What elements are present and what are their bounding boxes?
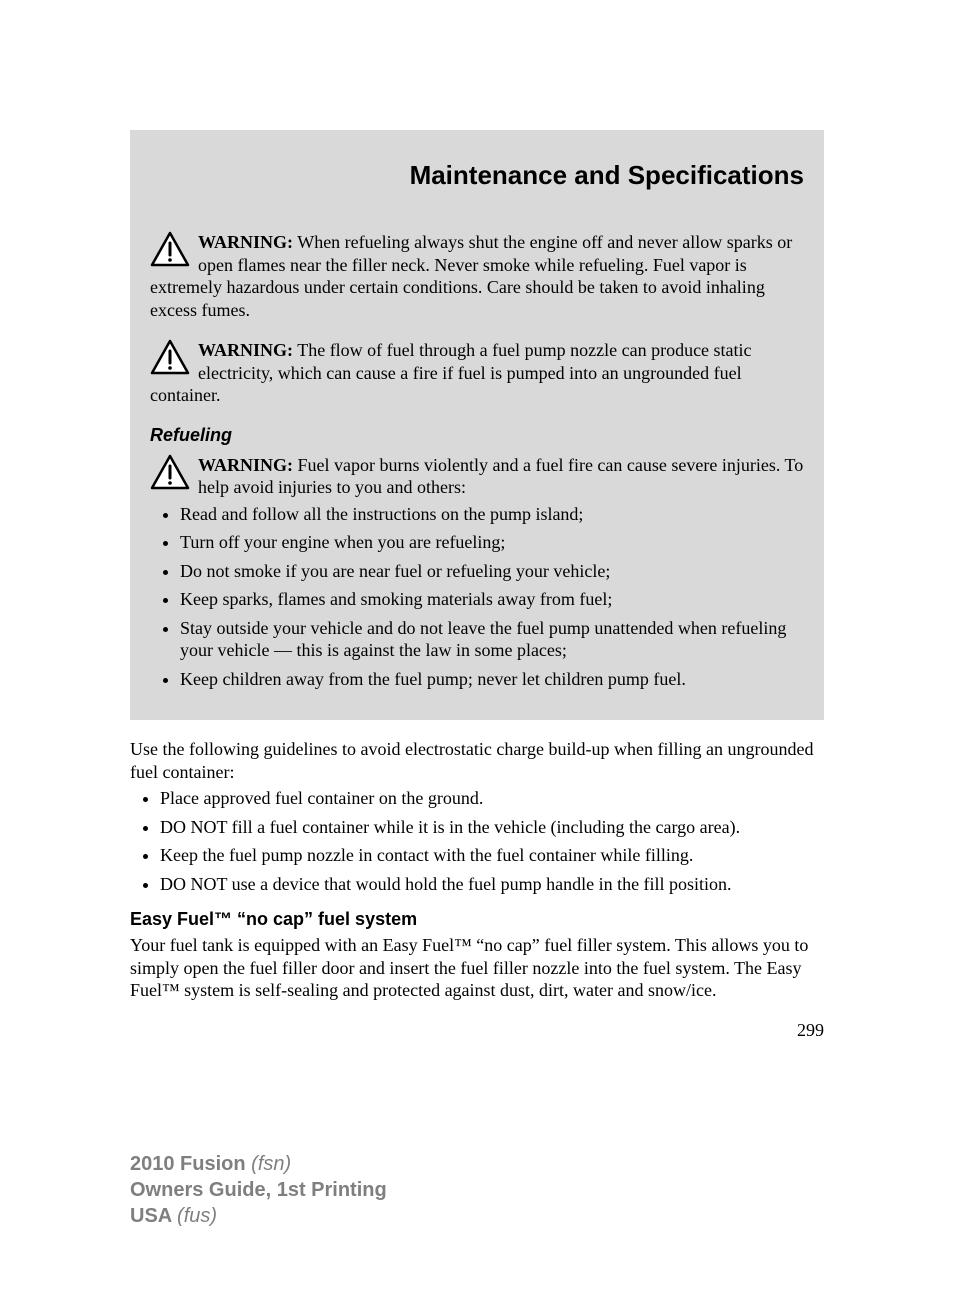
warning-icon	[150, 454, 190, 490]
page-footer: 2010 Fusion (fsn) Owners Guide, 1st Prin…	[0, 1101, 954, 1289]
list-item: DO NOT fill a fuel container while it is…	[160, 816, 824, 839]
page-body: Maintenance and Specifications WARNING: …	[0, 0, 954, 1101]
footer-model-code: (fsn)	[251, 1153, 291, 1175]
warning-label: WARNING:	[198, 232, 293, 252]
shaded-section: Maintenance and Specifications WARNING: …	[130, 130, 824, 720]
refueling-bullets: Read and follow all the instructions on …	[150, 503, 804, 691]
page-number: 299	[130, 1020, 824, 1041]
easy-fuel-body: Your fuel tank is equipped with an Easy …	[130, 934, 824, 1002]
list-item: Do not smoke if you are near fuel or ref…	[180, 560, 804, 583]
warning-block: WARNING: The flow of fuel through a fuel…	[150, 339, 804, 407]
subheading-easy-fuel: Easy Fuel™ “no cap” fuel system	[130, 909, 824, 930]
footer-guide: Owners Guide, 1st Printing	[130, 1177, 824, 1203]
warning-icon	[150, 231, 190, 267]
warning-block: WARNING: Fuel vapor burns violently and …	[150, 454, 804, 499]
list-item: DO NOT use a device that would hold the …	[160, 873, 824, 896]
footer-model: 2010 Fusion	[130, 1153, 251, 1175]
warning-icon	[150, 339, 190, 375]
list-item: Keep the fuel pump nozzle in contact wit…	[160, 844, 824, 867]
warning-label: WARNING:	[198, 455, 293, 475]
warning-label: WARNING:	[198, 340, 293, 360]
electrostatic-intro: Use the following guidelines to avoid el…	[130, 738, 824, 783]
footer-region: USA	[130, 1205, 177, 1227]
warning-block: WARNING: When refueling always shut the …	[150, 231, 804, 321]
list-item: Keep children away from the fuel pump; n…	[180, 668, 804, 691]
list-item: Read and follow all the instructions on …	[180, 503, 804, 526]
chapter-title: Maintenance and Specifications	[150, 160, 804, 191]
list-item: Place approved fuel container on the gro…	[160, 787, 824, 810]
electrostatic-bullets: Place approved fuel container on the gro…	[130, 787, 824, 895]
list-item: Stay outside your vehicle and do not lea…	[180, 617, 804, 662]
subheading-refueling: Refueling	[150, 425, 804, 446]
list-item: Turn off your engine when you are refuel…	[180, 531, 804, 554]
footer-region-code: (fus)	[177, 1205, 217, 1227]
list-item: Keep sparks, flames and smoking material…	[180, 588, 804, 611]
